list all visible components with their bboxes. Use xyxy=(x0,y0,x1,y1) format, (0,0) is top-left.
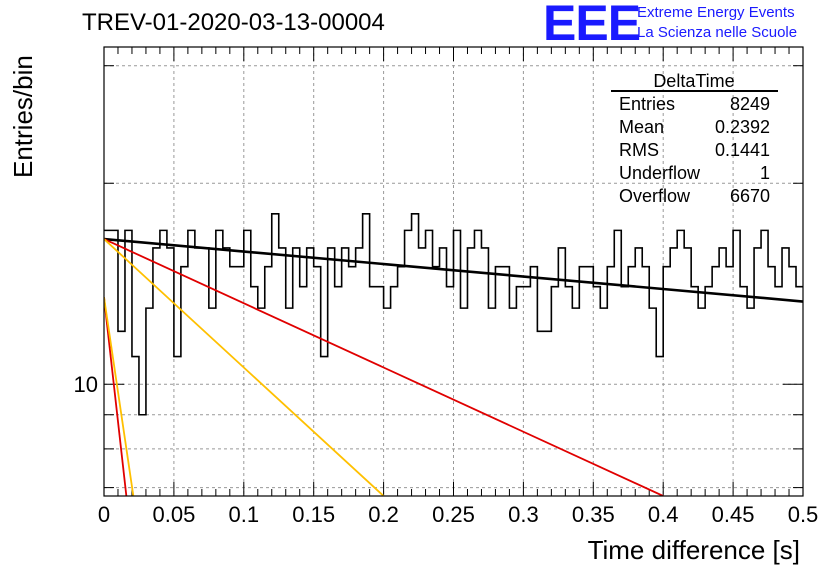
stats-box: DeltaTime Entries 8249 Mean 0.2392 RMS 0… xyxy=(611,71,778,206)
x-tick-label: 0.4 xyxy=(648,502,679,527)
x-tick-label: 0.05 xyxy=(152,502,195,527)
stats-label-mean: Mean xyxy=(619,117,664,137)
histogram-series xyxy=(104,212,803,416)
y-tick-label: 10 xyxy=(74,372,98,397)
x-tick-label: 0.2 xyxy=(368,502,399,527)
x-tick-label: 0.1 xyxy=(229,502,260,527)
fit-line-yellow-4 xyxy=(104,297,135,496)
fit-lines xyxy=(104,237,803,496)
stats-label-entries: Entries xyxy=(619,94,675,114)
stats-label-rms: RMS xyxy=(619,140,659,160)
eee-logo-mark: EEE xyxy=(543,0,641,51)
y-axis-label: Entries/bin xyxy=(8,55,38,178)
logo-line-1: Extreme Energy Events xyxy=(637,4,795,21)
stats-label-underflow: Underflow xyxy=(619,163,701,183)
fit-line-yellow-2 xyxy=(104,238,385,496)
x-tick-label: 0.3 xyxy=(508,502,539,527)
x-tick-label: 0.15 xyxy=(292,502,335,527)
plot-frame xyxy=(103,46,804,497)
x-tick-label: 0.35 xyxy=(572,502,615,527)
fit-line-red-1 xyxy=(104,238,664,496)
run-title: TREV-01-2020-03-13-00004 xyxy=(82,9,385,36)
x-tick-label: 0.25 xyxy=(432,502,475,527)
fit-line-red-3 xyxy=(104,297,128,496)
stats-value-underflow: 1 xyxy=(760,163,770,183)
stats-value-mean: 0.2392 xyxy=(715,117,770,137)
stats-value-entries: 8249 xyxy=(730,94,770,114)
x-tick-label: 0.5 xyxy=(788,502,819,527)
stats-value-overflow: 6670 xyxy=(730,186,770,206)
stats-value-rms: 0.1441 xyxy=(715,140,770,160)
x-tick-label: 0.45 xyxy=(712,502,755,527)
fit-line-black-0 xyxy=(104,237,803,303)
x-tick-label: 0 xyxy=(98,502,110,527)
logo-line-2: La Scienza nelle Scuole xyxy=(637,24,798,41)
stats-label-overflow: Overflow xyxy=(619,186,691,206)
axis-labels: 0 0.05 0.1 0.15 0.2 0.25 0.3 0.35 0.4 0.45 0.5 10 xyxy=(74,372,819,527)
stats-title: DeltaTime xyxy=(653,71,734,91)
x-axis-label: Time difference [s] xyxy=(588,535,800,565)
